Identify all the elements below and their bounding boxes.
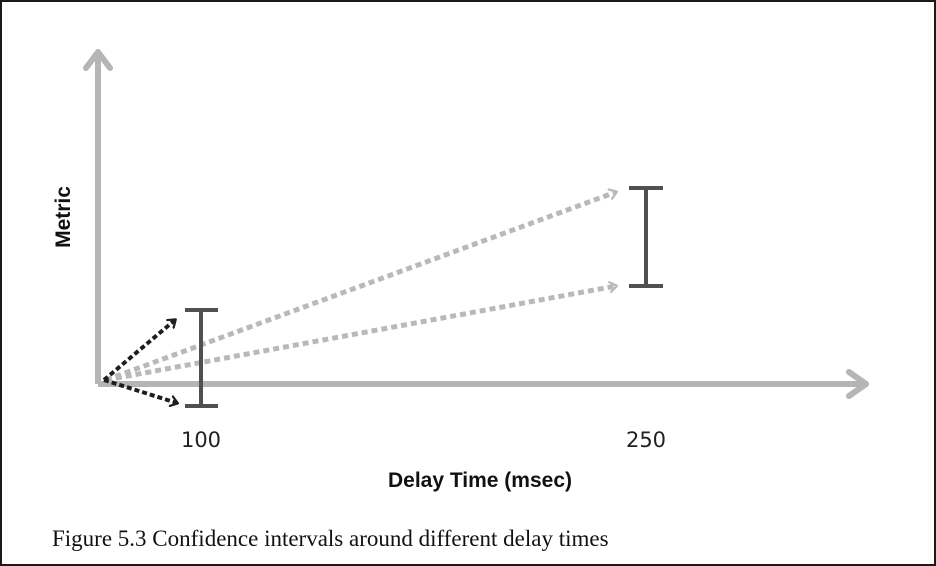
long-delay-upper-arrow [105,192,616,383]
interval-bar-100 [185,308,218,408]
y-axis-title: Metric [52,186,75,248]
y-axis-arrowhead-icon [83,49,113,71]
figure-caption: Figure 5.3 Confidence intervals around d… [52,526,609,551]
long-delay-lower-arrow [105,286,616,383]
y-axis [83,49,113,384]
tick-label-100: 100 [181,428,221,452]
short-delay-upper-arrow [102,320,175,382]
x-axis-arrowhead-icon [846,369,869,399]
tick-label-250: 250 [626,428,666,452]
x-axis [98,369,869,399]
interval-bar-250 [629,186,663,288]
x-axis-title: Delay Time (msec) [388,469,572,492]
short-delay-lower-arrow [103,378,177,403]
